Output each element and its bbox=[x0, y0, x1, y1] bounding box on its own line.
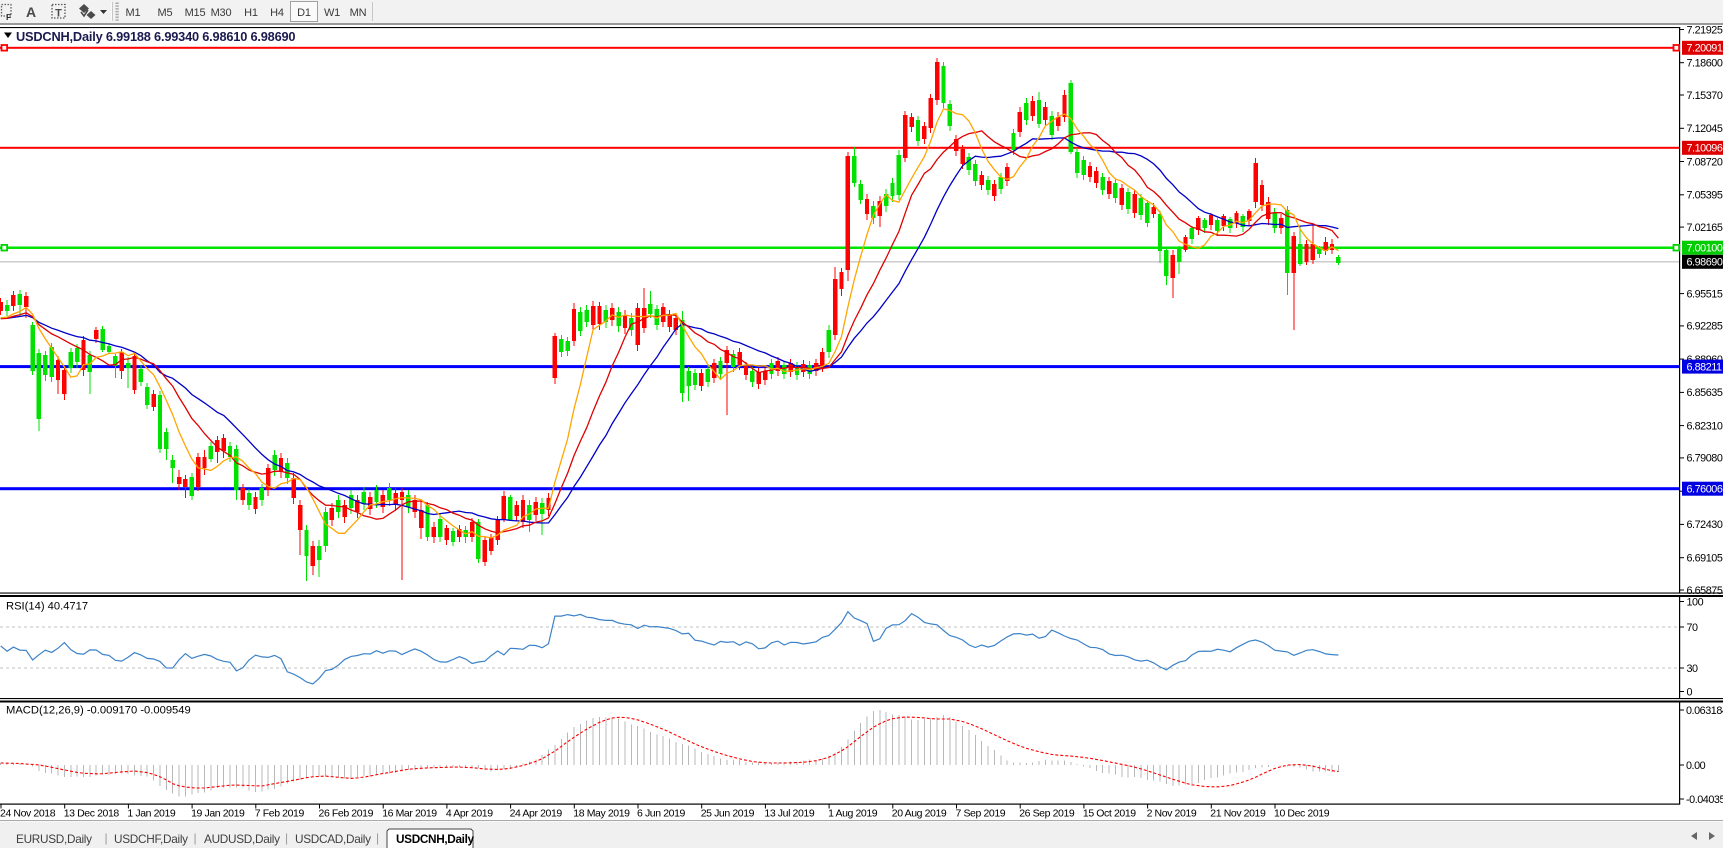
svg-text:70: 70 bbox=[1687, 622, 1699, 634]
svg-text:6.98690: 6.98690 bbox=[1687, 257, 1723, 269]
svg-text:|: | bbox=[285, 831, 288, 845]
svg-text:7.12045: 7.12045 bbox=[1687, 123, 1723, 135]
svg-text:7 Sep 2019: 7 Sep 2019 bbox=[956, 808, 1006, 820]
svg-text:7 Feb 2019: 7 Feb 2019 bbox=[255, 808, 305, 820]
svg-text:AUDUSD,Daily: AUDUSD,Daily bbox=[204, 832, 280, 846]
svg-text:7.10096: 7.10096 bbox=[1687, 143, 1723, 155]
svg-text:24 Nov 2018: 24 Nov 2018 bbox=[0, 808, 56, 820]
svg-text:USDCAD,Daily: USDCAD,Daily bbox=[295, 832, 371, 846]
svg-text:2 Nov 2019: 2 Nov 2019 bbox=[1147, 808, 1197, 820]
svg-text:7.18600: 7.18600 bbox=[1687, 58, 1723, 70]
svg-text:0: 0 bbox=[1687, 686, 1693, 698]
svg-text:20 Aug 2019: 20 Aug 2019 bbox=[892, 808, 947, 820]
svg-text:30: 30 bbox=[1687, 663, 1699, 675]
svg-text:7.15370: 7.15370 bbox=[1687, 90, 1723, 102]
svg-text:|: | bbox=[376, 831, 379, 845]
svg-text:6.82310: 6.82310 bbox=[1687, 420, 1723, 432]
svg-text:EURUSD,Daily: EURUSD,Daily bbox=[16, 832, 92, 846]
svg-text:6.76006: 6.76006 bbox=[1687, 484, 1723, 496]
svg-text:6.92285: 6.92285 bbox=[1687, 321, 1723, 333]
svg-text:13 Dec 2018: 13 Dec 2018 bbox=[64, 808, 120, 820]
svg-text:6.88211: 6.88211 bbox=[1687, 361, 1723, 373]
svg-text:7.00100: 7.00100 bbox=[1687, 243, 1723, 255]
svg-text:|: | bbox=[105, 831, 108, 845]
svg-text:16 Mar 2019: 16 Mar 2019 bbox=[382, 808, 437, 820]
svg-text:7.21925: 7.21925 bbox=[1687, 24, 1723, 36]
svg-text:6.72430: 6.72430 bbox=[1687, 519, 1723, 531]
svg-text:6.69105: 6.69105 bbox=[1687, 553, 1723, 565]
svg-text:13 Jul 2019: 13 Jul 2019 bbox=[764, 808, 814, 820]
svg-text:6.95515: 6.95515 bbox=[1687, 288, 1723, 300]
svg-text:M1: M1 bbox=[126, 7, 141, 19]
svg-text:MACD(12,26,9) -0.009170 -0.009: MACD(12,26,9) -0.009170 -0.009549 bbox=[6, 705, 191, 717]
svg-text:USDCNH,Daily: USDCNH,Daily bbox=[396, 832, 475, 846]
svg-text:T: T bbox=[55, 8, 62, 20]
svg-text:6.79080: 6.79080 bbox=[1687, 453, 1723, 465]
svg-text:W1: W1 bbox=[324, 7, 340, 19]
svg-text:18 May 2019: 18 May 2019 bbox=[573, 808, 630, 820]
svg-text:7.20091: 7.20091 bbox=[1687, 43, 1723, 55]
svg-text:26 Sep 2019: 26 Sep 2019 bbox=[1019, 808, 1075, 820]
svg-text:0.00: 0.00 bbox=[1686, 760, 1706, 772]
svg-text:100: 100 bbox=[1687, 596, 1704, 608]
svg-text:USDCHF,Daily: USDCHF,Daily bbox=[114, 832, 188, 846]
svg-text:1 Aug 2019: 1 Aug 2019 bbox=[828, 808, 878, 820]
svg-text:7.08720: 7.08720 bbox=[1687, 156, 1723, 168]
svg-text:6.85635: 6.85635 bbox=[1687, 387, 1723, 399]
svg-text:0.063184: 0.063184 bbox=[1686, 705, 1723, 717]
svg-text:M5: M5 bbox=[158, 7, 173, 19]
svg-text:M15: M15 bbox=[185, 7, 206, 19]
svg-text:26 Feb 2019: 26 Feb 2019 bbox=[319, 808, 374, 820]
svg-text:7.02165: 7.02165 bbox=[1687, 222, 1723, 234]
svg-text:F: F bbox=[6, 12, 11, 22]
svg-text:H4: H4 bbox=[270, 7, 284, 19]
svg-text:6 Jun 2019: 6 Jun 2019 bbox=[637, 808, 686, 820]
svg-text:15 Oct 2019: 15 Oct 2019 bbox=[1083, 808, 1136, 820]
svg-text:-0.040355: -0.040355 bbox=[1686, 794, 1723, 806]
svg-text:H1: H1 bbox=[244, 7, 258, 19]
svg-text:USDCNH,Daily 6.99188 6.99340: USDCNH,Daily 6.99188 6.99340 6.98610 6.9… bbox=[16, 29, 295, 44]
svg-text:A: A bbox=[26, 4, 36, 20]
svg-text:4 Apr 2019: 4 Apr 2019 bbox=[446, 808, 493, 820]
svg-text:10 Dec 2019: 10 Dec 2019 bbox=[1274, 808, 1330, 820]
svg-text:RSI(14) 40.4717: RSI(14) 40.4717 bbox=[6, 601, 88, 613]
svg-text:19 Jan 2019: 19 Jan 2019 bbox=[191, 808, 245, 820]
svg-text:21 Nov 2019: 21 Nov 2019 bbox=[1210, 808, 1266, 820]
svg-text:24 Apr 2019: 24 Apr 2019 bbox=[510, 808, 563, 820]
svg-text:|: | bbox=[194, 831, 197, 845]
svg-text:25 Jun 2019: 25 Jun 2019 bbox=[701, 808, 755, 820]
svg-text:D1: D1 bbox=[297, 7, 311, 19]
svg-text:M30: M30 bbox=[211, 7, 232, 19]
svg-text:6.65875: 6.65875 bbox=[1687, 585, 1723, 597]
svg-text:1 Jan 2019: 1 Jan 2019 bbox=[127, 808, 176, 820]
svg-text:MN: MN bbox=[350, 7, 367, 19]
svg-text:7.05395: 7.05395 bbox=[1687, 190, 1723, 202]
